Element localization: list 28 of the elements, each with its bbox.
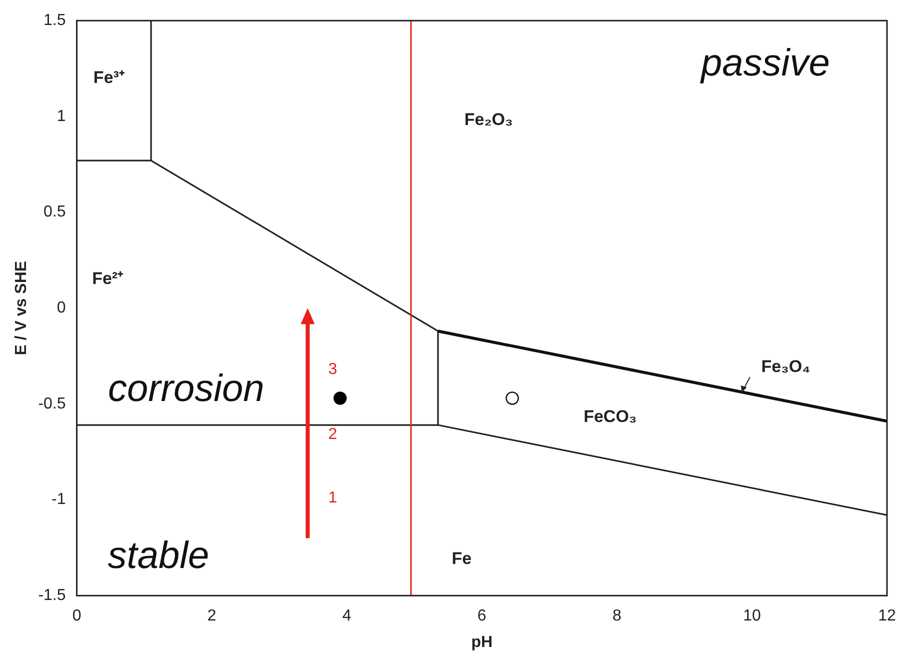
annotation: 1 — [328, 489, 338, 506]
y-axis-title: E / V vs SHE — [13, 260, 30, 356]
x-tick-label: 6 — [477, 608, 486, 625]
x-tick-label: 10 — [743, 608, 761, 625]
x-tick-label: 2 — [207, 608, 216, 625]
annotation: FeCO₃ — [584, 407, 637, 426]
annotation: Fe³⁺ — [93, 68, 125, 87]
annotation: Fe₂O₃ — [464, 110, 513, 129]
y-tick-label: -1.5 — [38, 587, 66, 604]
y-tick-label: 1.5 — [44, 12, 66, 30]
y-tick-label: 1 — [56, 108, 66, 125]
x-tick-label: 0 — [72, 608, 82, 625]
x-tick-label: 12 — [878, 608, 896, 625]
annotation: 3 — [328, 360, 338, 378]
y-tick-label: -1 — [52, 491, 66, 508]
y-tick-label: 0 — [56, 300, 66, 317]
annotation: passive — [700, 42, 830, 84]
x-tick-label: 8 — [612, 608, 622, 625]
x-axis-title: pH — [471, 634, 493, 651]
x-tick-label: 4 — [342, 608, 352, 625]
annotation: Fe²⁺ — [92, 269, 124, 288]
y-tick-label: -0.5 — [38, 395, 66, 412]
annotation: stable — [108, 534, 210, 577]
annotation: 2 — [328, 426, 338, 444]
annotation: Fe₃O₄ — [761, 357, 810, 376]
annotation: corrosion — [108, 368, 264, 410]
annotation: Fe — [452, 548, 472, 568]
y-tick-label: 0.5 — [44, 204, 66, 221]
